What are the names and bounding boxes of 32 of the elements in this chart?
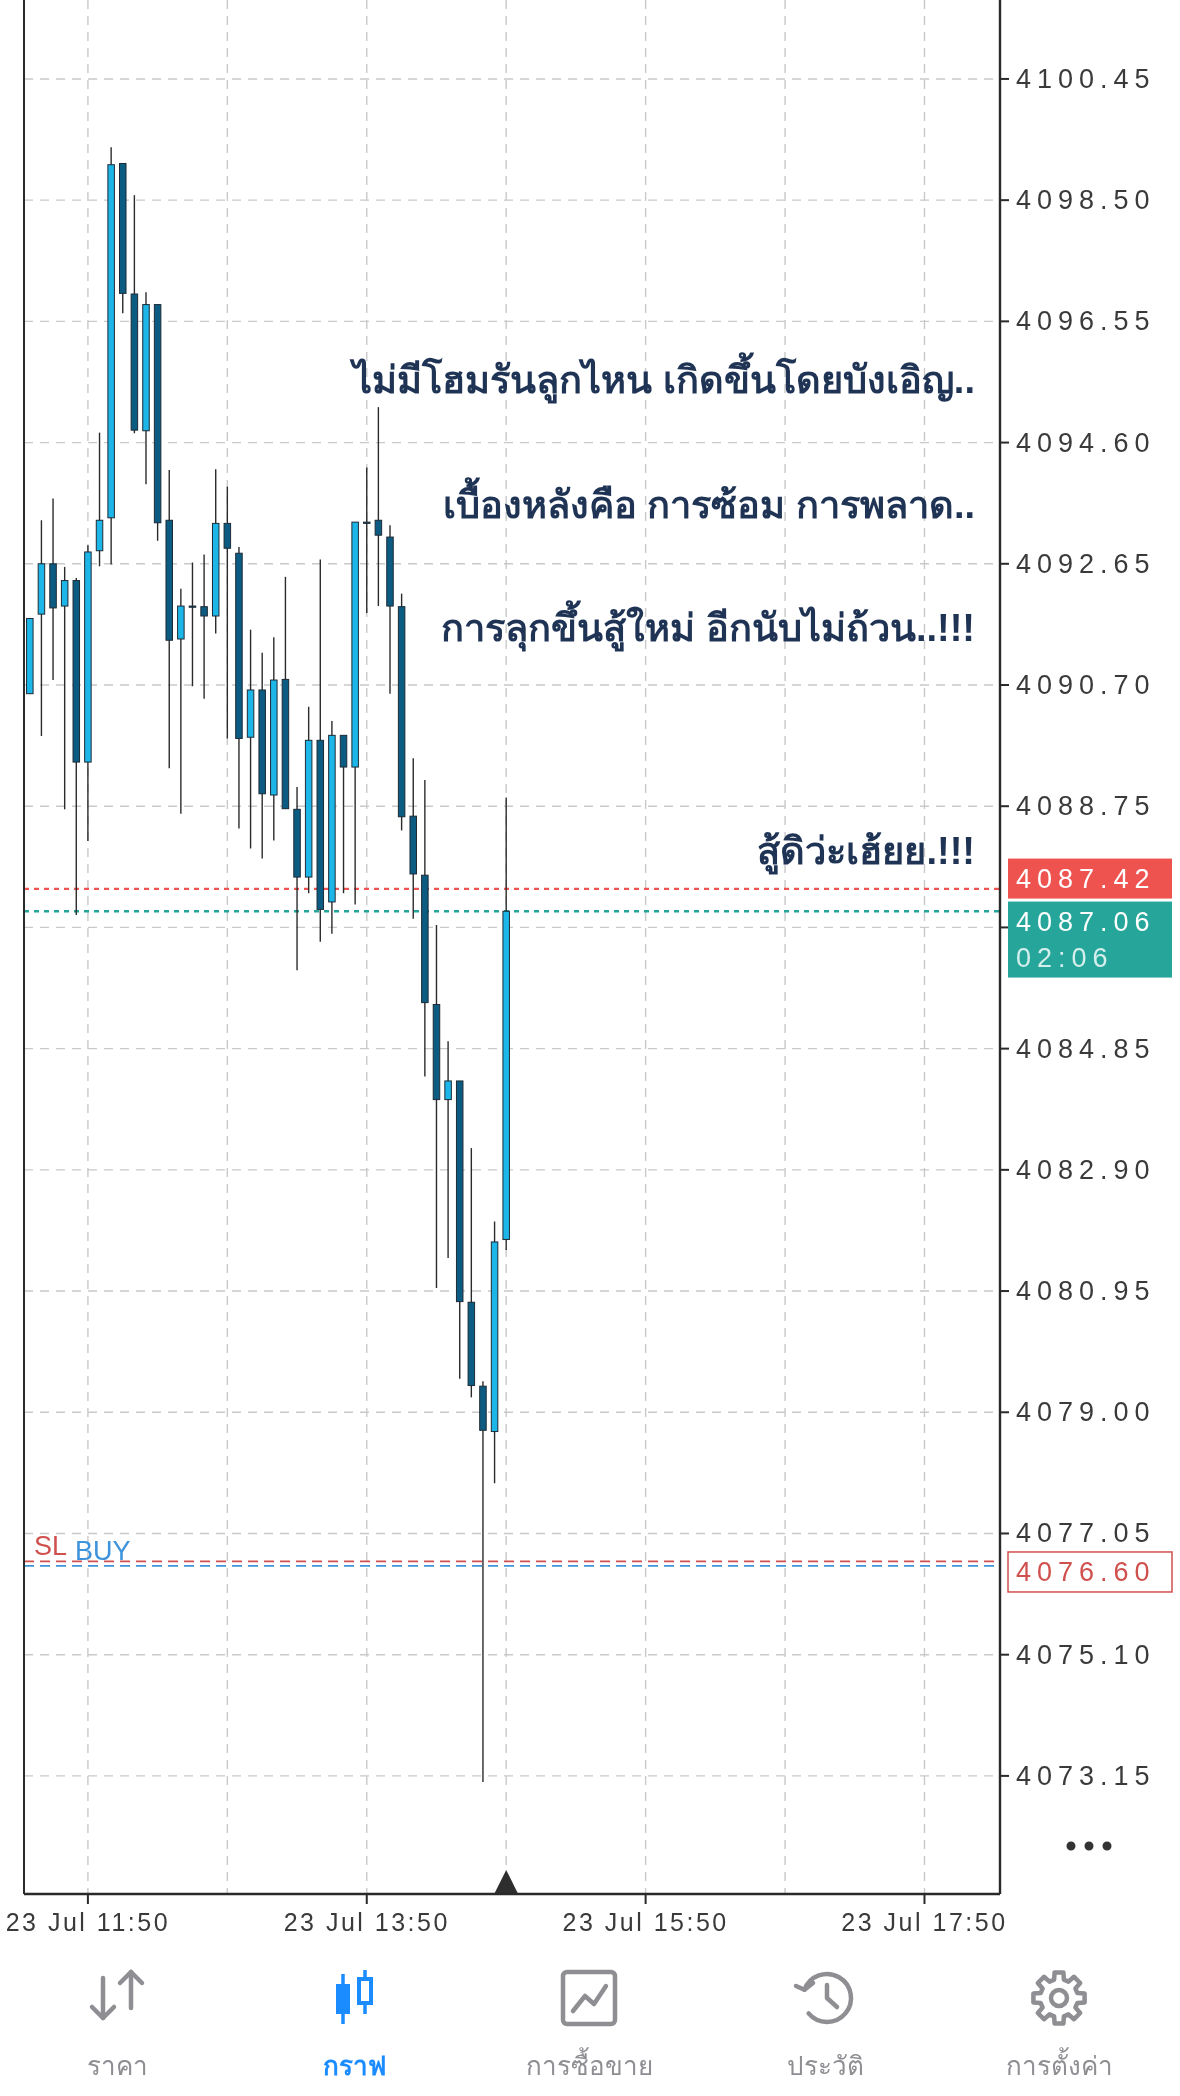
price-tag-text: 02:06 (1016, 942, 1114, 973)
x-tick-label: 23 Jul 13:50 (283, 1908, 450, 1936)
y-tick-label: 4073.15 (1016, 1760, 1156, 1791)
x-tick-label: 23 Jul 11:50 (5, 1908, 171, 1936)
y-tick-label: 4082.90 (1016, 1154, 1156, 1185)
y-tick-label: 4100.45 (1016, 63, 1156, 94)
nav-label: ราคา (85, 2049, 149, 2083)
nav-label: การตั้งค่า (959, 2042, 1159, 2090)
y-tick-label: 4075.10 (1016, 1639, 1156, 1670)
price-tag-text: 4087.42 (1016, 863, 1156, 894)
price-tag-text: 4076.60 (1016, 1556, 1156, 1587)
y-tick-label: 4098.50 (1016, 185, 1156, 216)
y-tick-label: 4090.70 (1016, 670, 1156, 700)
ref-line-label: BUY (75, 1535, 131, 1566)
y-tick-label: 4079.00 (1016, 1397, 1156, 1428)
nav-label: การซื้อขาย (489, 2042, 689, 2090)
y-tick-label: 4094.60 (1016, 427, 1156, 458)
nav-label: กราฟ (321, 2049, 387, 2083)
annotation: การลุกขึ้นสู้ใหม่ อีกนับไม่ถ้วน..!!! (441, 593, 975, 663)
nav-label: ประวัติ (785, 2049, 865, 2083)
y-tick-label: 4080.95 (1016, 1276, 1156, 1307)
y-tick-label: 4084.85 (1016, 1033, 1156, 1064)
y-tick-label: 4088.75 (1016, 791, 1156, 822)
y-tick-label: 4077.05 (1016, 1518, 1156, 1549)
x-tick-label: 23 Jul 17:50 (841, 1908, 1008, 1936)
price-tag-text: 4087.06 (1016, 906, 1156, 937)
y-tick-label: 4092.65 (1016, 548, 1156, 579)
annotation: สู้ดิว่ะเฮ้ยย.!!! (757, 816, 975, 886)
ref-line-label: SL (34, 1531, 68, 1562)
annotation: เบื้องหลังคือ การซ้อม การพลาด.. (442, 470, 975, 540)
x-tick-label: 23 Jul 15:50 (562, 1908, 729, 1936)
y-tick-label: 4096.55 (1016, 306, 1156, 337)
